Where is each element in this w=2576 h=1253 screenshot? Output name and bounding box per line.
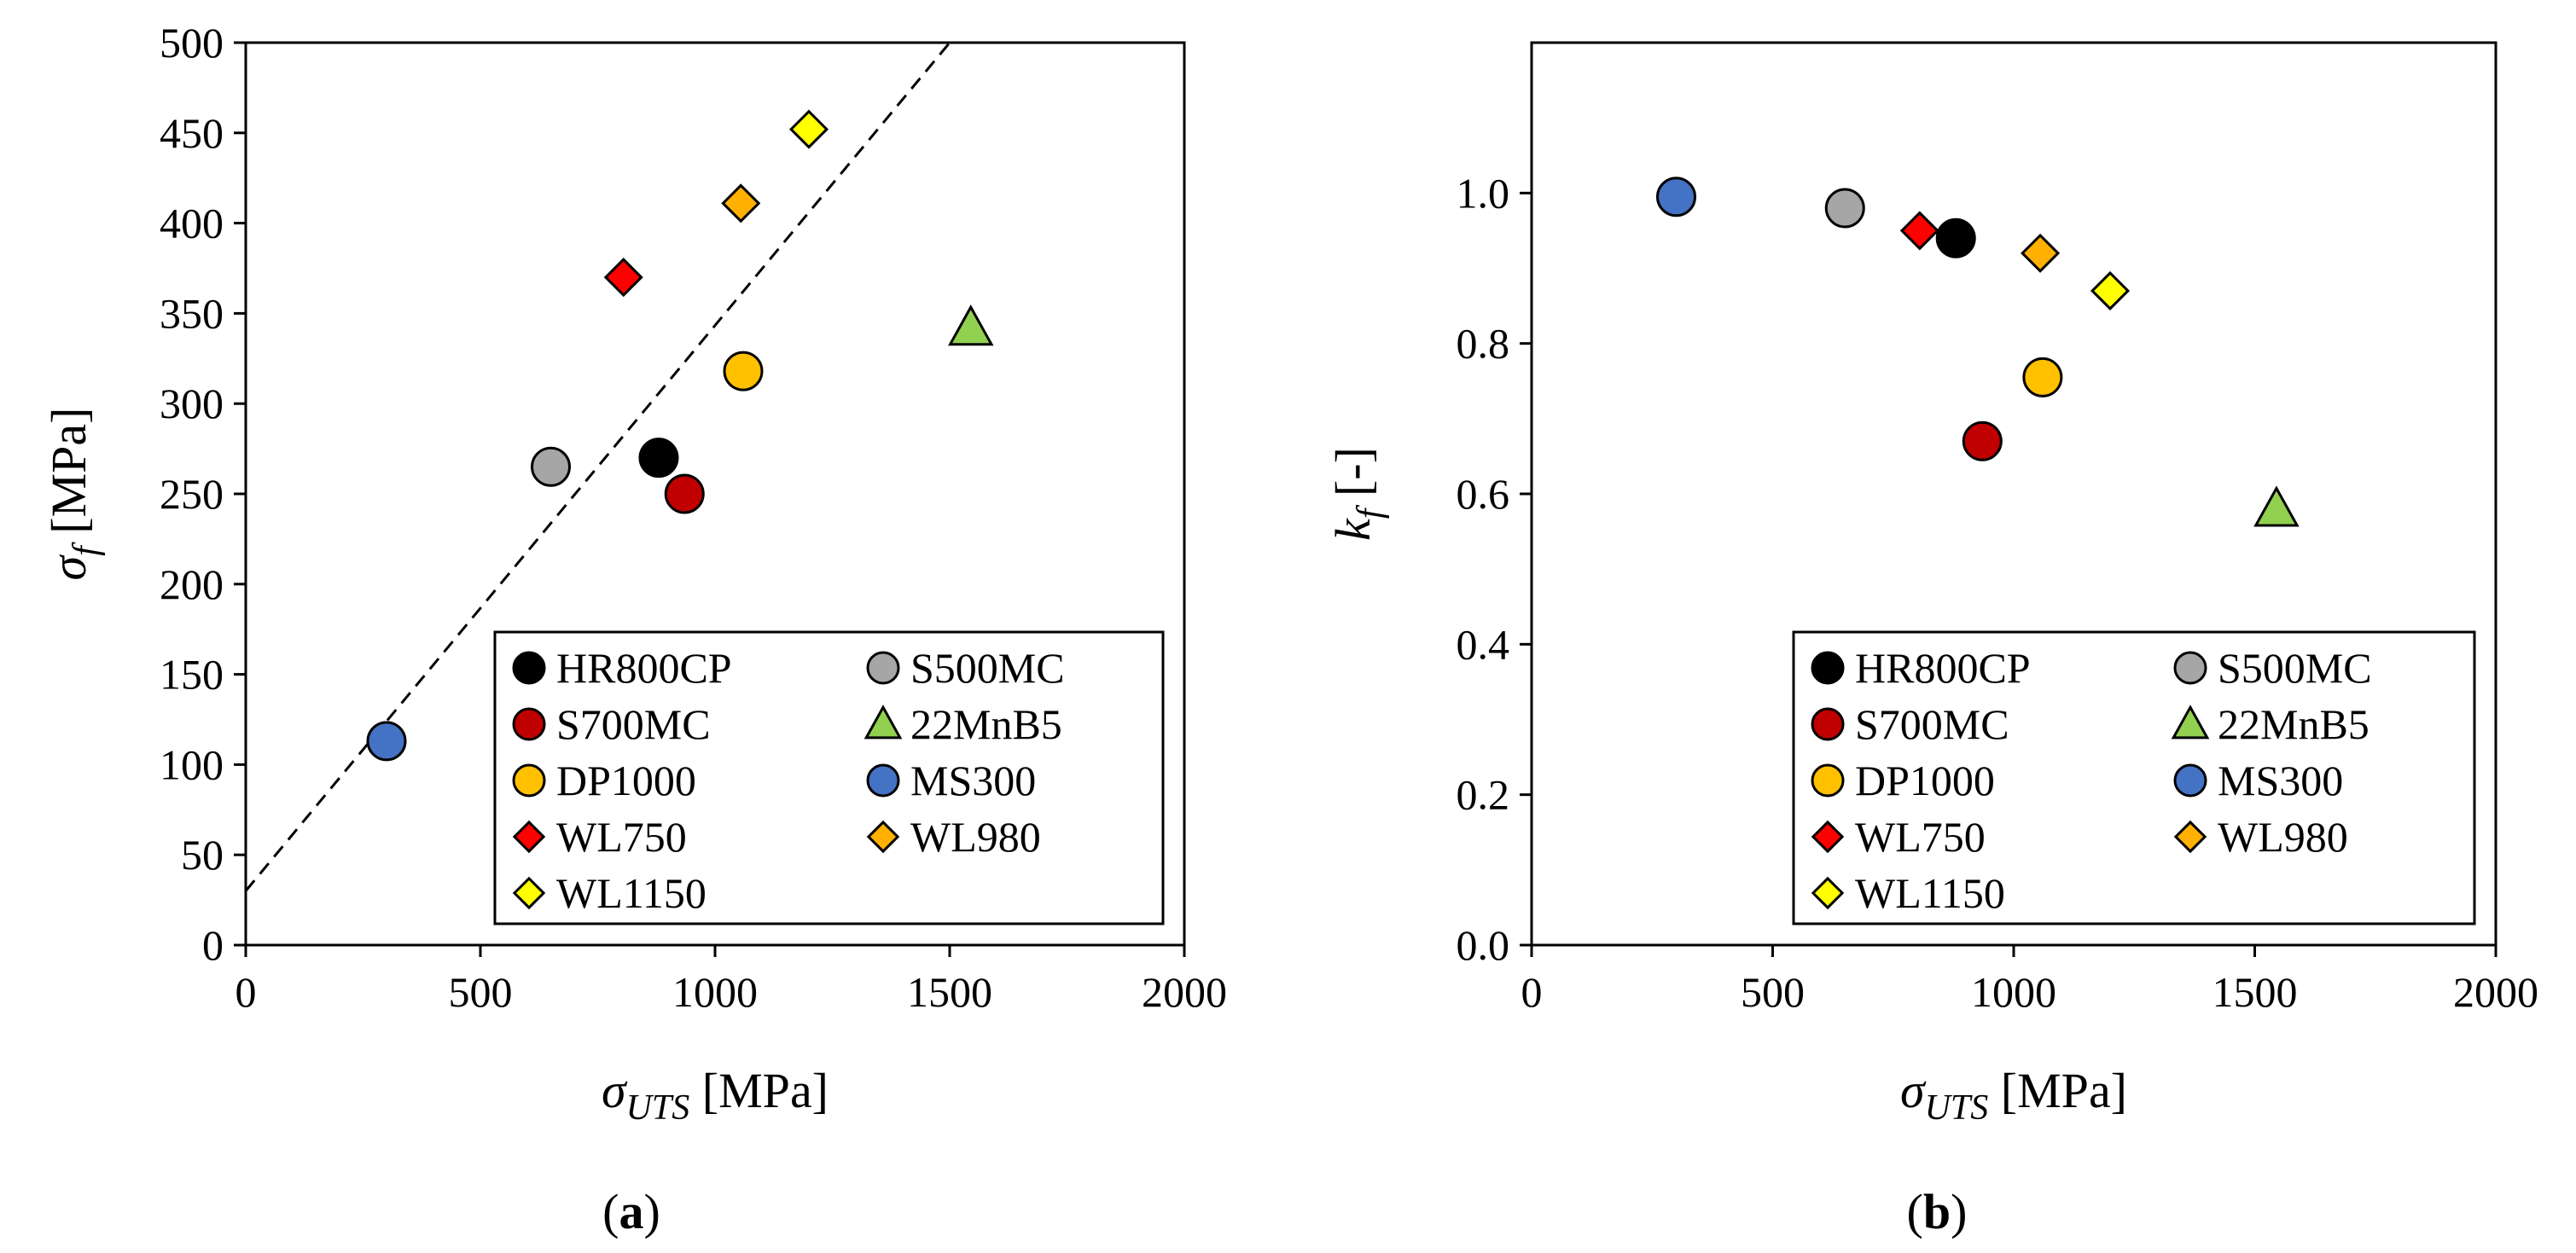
point-wl750 bbox=[1899, 211, 1939, 251]
x-axis-title: σUTS [MPa] bbox=[602, 1063, 829, 1128]
legend-box bbox=[493, 630, 1165, 925]
y-tick-label: 50 bbox=[181, 831, 224, 879]
legend-label-s500mc: S500MC bbox=[910, 644, 1065, 692]
x-tick-label: 1500 bbox=[907, 968, 992, 1016]
legend-label-s700mc: S700MC bbox=[556, 700, 711, 748]
legend-marker-wl750 bbox=[512, 820, 546, 854]
legend-label-22mnb5: 22MnB5 bbox=[2218, 700, 2370, 748]
y-tick-label: 450 bbox=[160, 109, 224, 157]
legend-label-wl1150: WL1150 bbox=[556, 869, 707, 917]
y-tick-label: 500 bbox=[160, 19, 224, 67]
legend-marker-wl750 bbox=[1811, 820, 1845, 854]
legend-marker-22mnb5 bbox=[2171, 705, 2210, 740]
chart-a: 0 500 1000 1500 2000 0 50 100 150 200 250 300 350 400… bbox=[41, 19, 1227, 1239]
legend-label-wl980: WL980 bbox=[2218, 813, 2348, 861]
point-ms300 bbox=[366, 721, 407, 762]
point-wl1150 bbox=[2090, 270, 2131, 310]
point-ms300 bbox=[1656, 177, 1696, 218]
x-tick-label: 500 bbox=[449, 968, 513, 1016]
reference-line bbox=[246, 43, 951, 892]
legend: HR800CP S500MC S700MC 22MnB5 DP1000 MS300 WL75… bbox=[493, 630, 1165, 925]
point-wl980 bbox=[721, 183, 761, 223]
legend-marker-22mnb5 bbox=[864, 705, 903, 740]
x-tick-label: 1000 bbox=[672, 968, 758, 1016]
y-tick-label: 0.8 bbox=[1457, 320, 1510, 368]
y-tick-label: 0 bbox=[202, 921, 224, 969]
legend-label-wl750: WL750 bbox=[1855, 813, 1986, 861]
panel-label: (b) bbox=[1907, 1184, 1968, 1239]
legend-marker-s700mc bbox=[512, 707, 546, 741]
y-tick-label: 100 bbox=[160, 740, 224, 788]
y-tick-label: 400 bbox=[160, 200, 224, 247]
legend-label-22mnb5: 22MnB5 bbox=[910, 700, 1062, 748]
legend-label-ms300: MS300 bbox=[2218, 757, 2343, 804]
legend-label-s500mc: S500MC bbox=[2218, 644, 2372, 692]
legend-marker-hr800cp bbox=[512, 651, 546, 685]
x-tick-label: 0 bbox=[236, 968, 257, 1016]
point-dp1000 bbox=[723, 351, 764, 392]
panel-label: (a) bbox=[602, 1184, 660, 1239]
legend-marker-ms300 bbox=[866, 763, 900, 798]
y-tick-label: 0.2 bbox=[1457, 771, 1510, 819]
point-wl750 bbox=[603, 258, 643, 298]
point-22mnb5 bbox=[2253, 485, 2300, 527]
legend-label-dp1000: DP1000 bbox=[1855, 757, 1995, 804]
x-tick-label: 2000 bbox=[2453, 968, 2538, 1016]
point-s500mc bbox=[531, 446, 571, 487]
legend-marker-wl1150 bbox=[512, 876, 546, 910]
legend-marker-s500mc bbox=[2173, 651, 2207, 685]
legend-marker-hr800cp bbox=[1811, 651, 1845, 685]
legend-label-ms300: MS300 bbox=[910, 757, 1036, 804]
point-dp1000 bbox=[2022, 357, 2063, 397]
point-hr800cp bbox=[1935, 218, 1976, 258]
chart-b: 0 500 1000 1500 2000 0.0 0.2 0.4 0.6 0.8 1.0 σUTS [… bbox=[1325, 41, 2538, 1239]
legend-marker-dp1000 bbox=[1811, 763, 1845, 798]
legend-marker-dp1000 bbox=[512, 763, 546, 798]
x-axis-title: σUTS [MPa] bbox=[1900, 1063, 2127, 1128]
point-wl980 bbox=[2021, 233, 2061, 273]
legend-marker-s700mc bbox=[1811, 707, 1845, 741]
y-tick-label: 0.4 bbox=[1457, 620, 1510, 668]
point-22mnb5 bbox=[948, 305, 994, 346]
legend-marker-wl1150 bbox=[1811, 876, 1845, 910]
legend-label-wl750: WL750 bbox=[556, 813, 687, 861]
legend: HR800CP S500MC S700MC 22MnB5 DP1000 MS300 WL75… bbox=[1792, 630, 2476, 925]
point-s700mc bbox=[1962, 421, 2003, 461]
legend-label-hr800cp: HR800CP bbox=[1855, 644, 2031, 692]
legend-label-wl980: WL980 bbox=[910, 813, 1041, 861]
y-tick-label: 250 bbox=[160, 470, 224, 518]
y-tick-label: 200 bbox=[160, 560, 224, 608]
y-tick-label: 150 bbox=[160, 651, 224, 699]
point-s500mc bbox=[1824, 188, 1865, 229]
legend-label-hr800cp: HR800CP bbox=[556, 644, 732, 692]
y-axis-title: σf [MPa] bbox=[41, 408, 106, 581]
y-tick-label: 350 bbox=[160, 289, 224, 337]
point-wl1150 bbox=[788, 109, 829, 149]
x-tick-label: 1500 bbox=[2213, 968, 2298, 1016]
x-tick-label: 500 bbox=[1741, 968, 1805, 1016]
x-tick-label: 2000 bbox=[1142, 968, 1227, 1016]
y-tick-label: 0.6 bbox=[1457, 470, 1510, 518]
legend-marker-wl980 bbox=[866, 820, 900, 854]
legend-label-wl1150: WL1150 bbox=[1855, 869, 2005, 917]
legend-label-dp1000: DP1000 bbox=[556, 757, 696, 804]
x-tick-label: 1000 bbox=[1971, 968, 2056, 1016]
legend-marker-wl980 bbox=[2173, 820, 2207, 854]
legend-label-s700mc: S700MC bbox=[1855, 700, 2009, 748]
legend-marker-ms300 bbox=[2173, 763, 2207, 798]
x-tick-label: 0 bbox=[1521, 968, 1543, 1016]
y-axis-title: kf [-] bbox=[1325, 447, 1390, 541]
legend-box bbox=[1792, 630, 2476, 925]
point-s700mc bbox=[664, 473, 705, 514]
y-tick-label: 1.0 bbox=[1457, 169, 1510, 217]
y-tick-label: 300 bbox=[160, 380, 224, 427]
legend-marker-s500mc bbox=[866, 651, 900, 685]
y-tick-label: 0.0 bbox=[1457, 921, 1510, 969]
point-hr800cp bbox=[638, 438, 679, 479]
